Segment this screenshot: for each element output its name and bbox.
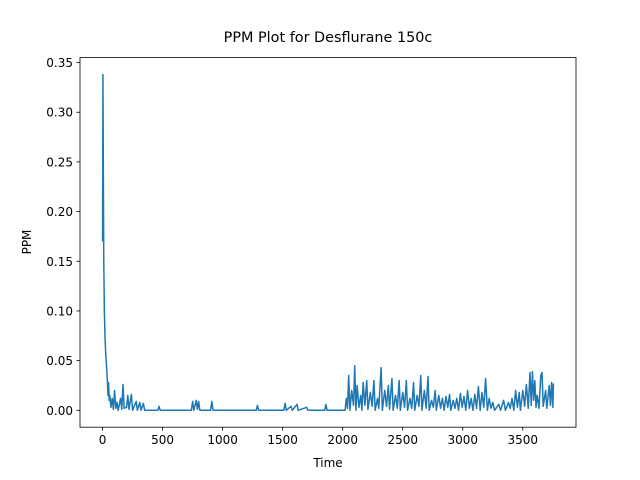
y-axis-label: PPM	[20, 230, 34, 255]
data-line	[101, 73, 555, 412]
chart-title: PPM Plot for Desflurane 150c	[224, 30, 433, 46]
x-tick-label: 1500	[267, 433, 298, 447]
x-tick-label: 0	[99, 433, 107, 447]
y-tick-label: 0.05	[46, 354, 73, 368]
y-tick-label: 0.20	[46, 205, 73, 219]
plot-area	[101, 73, 555, 412]
y-tick-label: 0.00	[46, 404, 73, 418]
y-tick-label: 0.15	[46, 255, 73, 269]
y-tick-label: 0.25	[46, 155, 73, 169]
x-axis-label: Time	[312, 456, 342, 470]
y-tick-label: 0.35	[46, 56, 73, 70]
x-tick-label: 2500	[387, 433, 418, 447]
x-tick-label: 1000	[207, 433, 238, 447]
x-tick-label: 3500	[508, 433, 539, 447]
x-tick-label: 500	[151, 433, 174, 447]
x-tick-label: 2000	[327, 433, 358, 447]
y-tick-label: 0.10	[46, 304, 73, 318]
x-tick-label: 3000	[448, 433, 479, 447]
axes-frame	[79, 57, 577, 428]
y-tick-label: 0.30	[46, 106, 73, 120]
